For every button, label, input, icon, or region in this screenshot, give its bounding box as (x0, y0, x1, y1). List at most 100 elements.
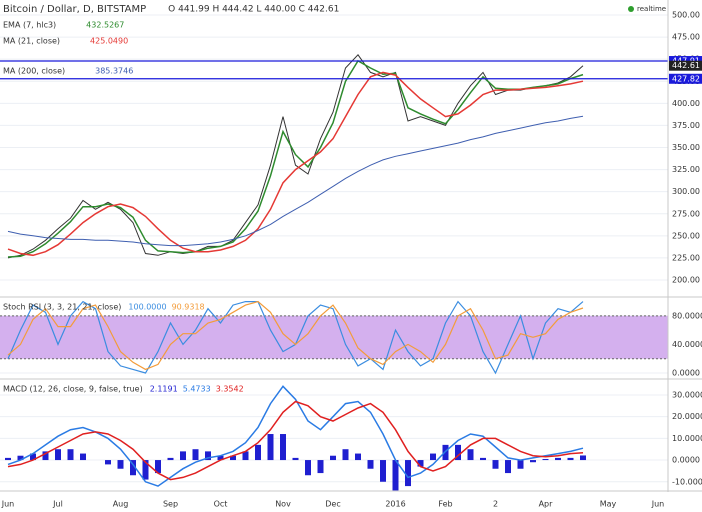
series-line (7, 59, 584, 258)
histogram-bar (355, 453, 361, 461)
x-tick-label: Sep (163, 500, 178, 509)
histogram-bar (417, 460, 424, 467)
legend-value: 3.3542 (216, 385, 244, 394)
histogram-bar (305, 460, 311, 476)
legend-value: 425.0490 (90, 37, 128, 46)
legend-value: 432.5267 (86, 21, 124, 30)
series-line (7, 300, 584, 371)
histogram-bar (242, 451, 249, 461)
ohlc-readout: O 441.99 H 444.42 L 440.00 C 442.61 (168, 5, 339, 15)
y-tick-label: 350.00 (672, 143, 700, 152)
histogram-bar (480, 457, 486, 461)
x-tick-label: Dec (325, 500, 340, 509)
price-tag (669, 73, 702, 84)
histogram-bar (430, 453, 436, 461)
legend-name: EMA (7, hlc3) (3, 21, 56, 30)
band (0, 315, 668, 359)
legend-value: 90.9318 (172, 303, 205, 312)
histogram-bar (55, 449, 61, 461)
histogram-bar (255, 444, 261, 461)
y-tick-label: 300.00 (672, 187, 700, 196)
histogram-bar (330, 455, 336, 461)
histogram-bar (155, 460, 161, 474)
histogram-bar (517, 460, 524, 469)
y-tick-label: 375.00 (672, 121, 700, 130)
x-tick-label: Jun (651, 500, 665, 509)
x-tick-label: Jul (52, 500, 63, 509)
histogram-bar (167, 457, 174, 461)
y-tick-label: 400.00 (672, 99, 700, 108)
x-tick-label: Nov (275, 500, 291, 509)
y-tick-label: 275.00 (672, 209, 700, 218)
legend-value: 2.1191 (150, 385, 178, 394)
histogram-bar (180, 451, 186, 461)
price-tag (669, 60, 702, 71)
series-line (7, 71, 584, 257)
histogram-bar (492, 460, 499, 469)
x-tick-label: Aug (113, 500, 129, 509)
histogram-bar (5, 457, 11, 461)
panel-title: Bitcoin / Dollar, D, BITSTAMP (3, 4, 146, 15)
histogram-bar (30, 453, 36, 461)
status-dot (628, 6, 634, 12)
y-tick-label: 475.00 (672, 33, 700, 42)
y-tick-label: 30.0000 (672, 390, 702, 399)
panel-title: MACD (12, 26, close, 9, false, true) (3, 385, 143, 394)
y-tick-label: 0.0000 (672, 369, 700, 378)
price-tag-label: 442.61 (672, 61, 700, 70)
histogram-bar (405, 460, 411, 487)
histogram-bar (217, 455, 224, 461)
y-tick-label: 40.0000 (672, 340, 702, 349)
y-tick-label: 80.0000 (672, 311, 702, 320)
legend-name: MA (21, close) (3, 37, 60, 46)
y-tick-label: -10.0000 (672, 477, 702, 486)
legend-value: 5.4733 (183, 385, 211, 394)
histogram-bar (367, 460, 374, 469)
histogram-bar (267, 434, 274, 461)
y-tick-label: 225.00 (672, 253, 700, 262)
x-tick-label: 2016 (385, 500, 405, 509)
series-line (7, 115, 584, 247)
histogram-bar (317, 460, 324, 474)
histogram-bar (455, 444, 461, 461)
legend-name: MA (200, close) (3, 67, 65, 76)
histogram-bar (542, 458, 549, 461)
series-line (7, 385, 584, 487)
histogram-bar (142, 460, 149, 480)
histogram-bar (530, 460, 536, 463)
histogram-bar (130, 460, 136, 476)
y-tick-label: 500.00 (672, 11, 700, 20)
x-tick-label: May (600, 500, 617, 509)
histogram-bar (292, 457, 299, 461)
histogram-bar (555, 457, 561, 461)
panel-title: Stoch RSI (3, 3, 21, 21, close) (3, 303, 121, 312)
x-tick-label: Jun (1, 500, 15, 509)
x-tick-label: Oct (214, 500, 228, 509)
series-line (7, 400, 584, 481)
y-tick-label: 325.00 (672, 165, 700, 174)
price-tag-label: 427.82 (672, 74, 700, 83)
y-tick-label: 20.0000 (672, 412, 702, 421)
histogram-bar (230, 455, 236, 461)
histogram-bar (205, 451, 211, 461)
histogram-bar (280, 434, 286, 461)
x-tick-label: Feb (438, 500, 452, 509)
y-tick-label: 0.0000 (672, 456, 700, 465)
histogram-bar (380, 460, 386, 482)
histogram-bar (392, 460, 399, 491)
histogram-bar (67, 449, 74, 461)
histogram-bar (192, 449, 199, 461)
y-tick-label: 250.00 (672, 231, 700, 240)
histogram-bar (580, 455, 586, 461)
y-tick-label: 200.00 (672, 276, 700, 285)
histogram-bar (17, 455, 24, 461)
histogram-bar (105, 460, 111, 465)
histogram-bar (505, 460, 511, 474)
histogram-bar (467, 449, 474, 461)
y-tick-label: 10.0000 (672, 434, 702, 443)
histogram-bar (117, 460, 124, 469)
x-tick-label: 2 (493, 500, 498, 509)
status-label: realtime (637, 5, 666, 13)
